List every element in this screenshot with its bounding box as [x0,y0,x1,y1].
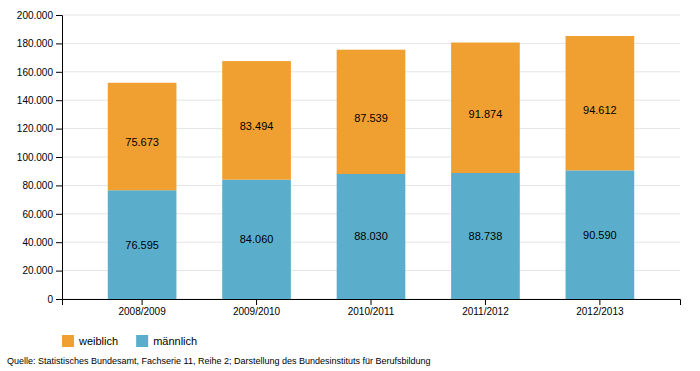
data-labels: 76.595 84.060 88.030 88.738 90.590 75.673 83.4… [125,104,616,251]
bar [566,170,635,299]
data-label: 76.595 [125,239,159,251]
grid [62,15,680,299]
y-tick: 80.000 [22,180,62,191]
x-axis-line [63,300,681,306]
x-tick-mark [485,299,486,305]
grid-line [62,15,680,16]
legend-swatch [62,335,74,347]
x-tick: 2011/2012 [462,299,509,317]
x-tick: 2008/2009 [118,299,166,317]
x-tick-mark [371,299,372,305]
y-tick: 180.000 [17,38,62,49]
chart: 76.595 84.060 88.030 88.738 90.590 75.673 83.4… [0,0,700,371]
x-tick-label: 2008/2009 [118,306,166,317]
y-tick: 20.000 [22,265,62,276]
y-axis-line [56,16,63,300]
y-tick-mark [56,214,62,215]
bar [451,173,520,299]
y-axis: 0 20.000 40.000 60.000 80.000 100.000 120.000 1… [17,10,63,305]
y-tick-mark [56,271,62,272]
data-label: 83.494 [240,120,274,132]
bar [222,61,291,180]
legend-label: weiblich [78,335,118,347]
y-tick-label: 20.000 [22,265,53,276]
data-label: 88.030 [354,230,388,242]
x-tick: 2012/2013 [576,299,624,317]
bar [222,180,291,299]
data-label: 90.590 [583,229,617,241]
data-label: 75.673 [125,136,159,148]
x-tick: 2010/2011 [348,299,395,317]
y-tick-label: 80.000 [22,180,53,191]
source-note: Quelle: Statistisches Bundesamt, Fachser… [7,356,431,366]
y-tick: 60.000 [22,209,62,220]
y-tick-mark [56,100,62,101]
y-tick-mark [56,43,62,44]
y-tick: 200.000 [17,10,62,21]
x-tick-mark [256,299,257,305]
y-tick: 40.000 [22,237,62,248]
y-tick: 0 [47,294,62,305]
y-tick-label: 160.000 [17,67,54,78]
data-label: 84.060 [240,233,274,245]
legend-swatch [136,335,148,347]
y-tick-mark [56,72,62,73]
data-label: 88.738 [469,230,503,242]
legend-label: männlich [153,335,197,347]
y-tick-label: 120.000 [17,123,54,134]
bar [337,174,406,299]
x-tick-mark [599,299,600,305]
x-axis: 2008/2009 2009/2010 2010/2011 2011/2012 2012… [63,299,681,317]
bar [451,43,520,173]
plot: 76.595 84.060 88.030 88.738 90.590 75.673 83.4… [17,10,681,317]
y-tick-label: 200.000 [17,10,54,21]
x-tick-label: 2011/2012 [462,306,509,317]
y-tick: 160.000 [17,67,62,78]
x-tick: 2009/2010 [233,299,281,317]
bar-series [108,36,634,190]
y-tick-mark [56,157,62,158]
legend-item: weiblich [62,335,118,347]
data-label: 87.539 [354,112,388,124]
bar [337,50,406,174]
bar-series [108,170,634,299]
x-tick-label: 2012/2013 [576,306,624,317]
y-tick: 140.000 [17,95,62,106]
data-label: 91.874 [469,108,503,120]
y-tick-mark [56,15,62,16]
y-tick: 120.000 [17,123,62,134]
legend-item: männlich [136,335,197,347]
bar [108,83,177,190]
bars [108,36,634,299]
legend: weiblich männlich [62,335,197,347]
y-tick-label: 40.000 [22,237,53,248]
y-tick-mark [56,299,62,300]
x-tick-label: 2010/2011 [348,306,395,317]
x-tick-mark [142,299,143,305]
y-tick-label: 100.000 [17,152,54,163]
data-label: 94.612 [583,104,617,116]
y-tick-label: 180.000 [17,38,54,49]
bar [566,36,635,170]
y-tick-label: 140.000 [17,95,54,106]
y-tick-mark [56,185,62,186]
y-tick-label: 0 [47,294,53,305]
y-tick-label: 60.000 [22,209,53,220]
y-tick-mark [56,242,62,243]
y-tick-mark [56,129,62,130]
bar [108,190,177,299]
y-tick: 100.000 [17,152,62,163]
x-tick-label: 2009/2010 [233,306,281,317]
